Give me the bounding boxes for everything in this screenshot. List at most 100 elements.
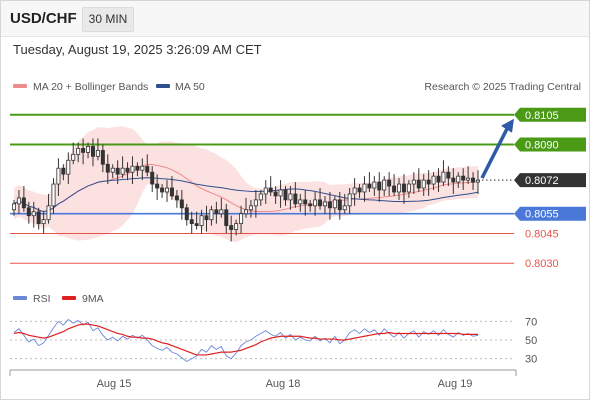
x-tick-label: Aug 19 bbox=[438, 378, 473, 390]
candle bbox=[31, 201, 36, 228]
candle bbox=[76, 142, 81, 163]
rsi-tick-label: 70 bbox=[525, 316, 537, 328]
candle bbox=[145, 154, 150, 177]
level-lines bbox=[10, 113, 514, 264]
candle bbox=[66, 152, 71, 185]
candle bbox=[313, 191, 318, 216]
candle bbox=[169, 176, 174, 200]
candle bbox=[367, 172, 372, 192]
candle bbox=[125, 162, 130, 181]
forecast-arrow bbox=[480, 118, 514, 179]
level-label-pivot: 0.8055 bbox=[525, 209, 559, 221]
rsi-grid: 70 50 30 bbox=[10, 316, 537, 366]
ma20-legend-swatch bbox=[13, 84, 27, 88]
level-label-support: 0.8045 bbox=[525, 229, 559, 241]
candle bbox=[426, 170, 431, 196]
candle bbox=[100, 144, 105, 173]
candle bbox=[21, 186, 26, 212]
candle bbox=[421, 174, 426, 196]
rsi-tick-label: 30 bbox=[525, 354, 537, 366]
candle bbox=[204, 205, 209, 232]
rsi-series-ma9 bbox=[13, 323, 478, 356]
candle bbox=[411, 172, 416, 194]
current-price-label: 0.8072 bbox=[525, 175, 559, 187]
x-axis: Aug 15 Aug 18 Aug 19 bbox=[9, 369, 517, 390]
candle bbox=[342, 193, 347, 214]
candle bbox=[318, 188, 323, 210]
rsi-legend-swatch bbox=[13, 296, 27, 300]
candle bbox=[81, 138, 86, 165]
candle bbox=[273, 186, 278, 204]
candle bbox=[130, 156, 135, 185]
level-label-bg-resistance bbox=[514, 107, 586, 122]
candle bbox=[26, 201, 31, 224]
candle bbox=[51, 178, 56, 214]
level-label-bg-pivot bbox=[514, 206, 586, 221]
candle bbox=[431, 172, 436, 190]
candle bbox=[268, 176, 273, 196]
candle bbox=[209, 205, 214, 226]
rsi-legend-label: RSI bbox=[33, 293, 51, 305]
candle bbox=[308, 199, 313, 212]
candle bbox=[352, 178, 357, 206]
candle bbox=[288, 186, 293, 210]
candle bbox=[283, 186, 288, 206]
candle bbox=[322, 195, 327, 214]
level-label-resistance: 0.8105 bbox=[525, 110, 559, 122]
candle bbox=[263, 180, 268, 204]
timeframe-button[interactable]: 30 MIN bbox=[82, 7, 134, 32]
ma50-legend-label: MA 50 bbox=[175, 81, 205, 93]
current-price-tag bbox=[514, 173, 586, 188]
candle bbox=[86, 142, 91, 159]
candle bbox=[372, 176, 377, 196]
candle bbox=[382, 176, 387, 196]
candle bbox=[214, 201, 219, 224]
rsi-series-rsi bbox=[13, 318, 479, 363]
level-labels: 0.8105 0.8090 0.8055 0.8045 0.8030 0.8072 bbox=[478, 107, 586, 270]
ma50-line bbox=[13, 177, 479, 212]
candle bbox=[36, 207, 41, 230]
candle bbox=[258, 189, 263, 206]
candle bbox=[332, 195, 337, 214]
candle bbox=[56, 158, 61, 196]
level-label-resistance: 0.8090 bbox=[525, 139, 559, 151]
chart-datetime: Tuesday, August 19, 2025 3:26:09 AM CET bbox=[13, 42, 262, 57]
x-tick-label: Aug 15 bbox=[97, 378, 132, 390]
x-tick-label: Aug 18 bbox=[266, 378, 301, 390]
candle bbox=[471, 172, 476, 190]
candle bbox=[451, 168, 456, 194]
candle bbox=[90, 138, 95, 167]
candle bbox=[327, 191, 332, 220]
candle bbox=[392, 174, 397, 196]
chart-header: USD/CHF 30 MIN bbox=[0, 0, 590, 37]
candle bbox=[194, 211, 199, 230]
candle bbox=[436, 168, 441, 192]
candle bbox=[466, 166, 471, 185]
symbol-label: USD/CHF bbox=[10, 10, 77, 27]
candle bbox=[115, 160, 120, 185]
candle bbox=[303, 189, 308, 216]
candle bbox=[239, 205, 244, 234]
candle bbox=[165, 180, 170, 202]
candle bbox=[397, 178, 402, 200]
candle bbox=[71, 142, 76, 165]
candle bbox=[41, 211, 46, 234]
candle bbox=[105, 154, 110, 185]
forecast-arrow-shaft bbox=[480, 125, 510, 179]
candle bbox=[224, 203, 229, 234]
level-label-support: 0.8030 bbox=[525, 258, 559, 270]
candle bbox=[461, 168, 466, 190]
candle bbox=[229, 215, 234, 242]
candle bbox=[416, 168, 421, 192]
candle bbox=[46, 193, 51, 224]
copyright-text: Research © 2025 Trading Central bbox=[424, 81, 581, 93]
candle bbox=[140, 158, 145, 181]
candle bbox=[441, 160, 446, 187]
candle bbox=[174, 189, 179, 208]
rsi-tick-label: 50 bbox=[525, 335, 537, 347]
candle bbox=[293, 182, 298, 208]
rsi-lines bbox=[13, 318, 479, 363]
candle bbox=[11, 199, 16, 216]
candle bbox=[387, 172, 392, 196]
candle bbox=[377, 172, 382, 202]
